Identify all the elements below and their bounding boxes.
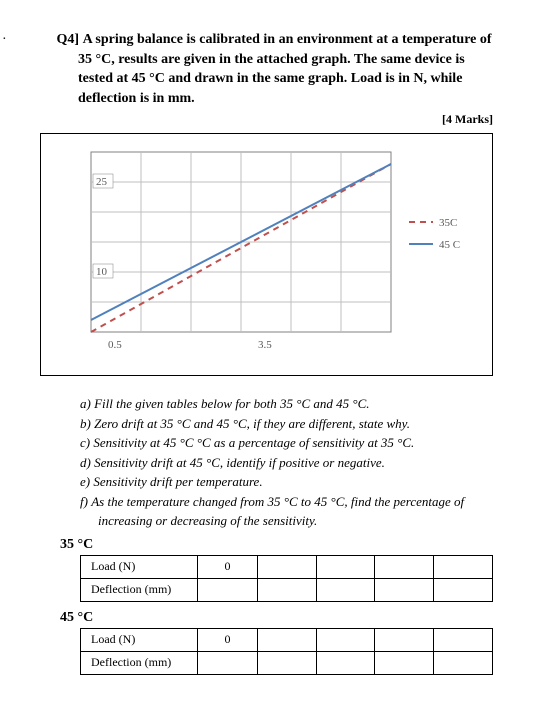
svg-text:3.5: 3.5 [258,339,272,351]
cell [375,628,434,651]
row-label: Load (N) [81,555,198,578]
svg-text:35C: 35C [439,217,457,229]
calibration-chart: 10 25 0.5 3.5 35C 45 C [49,142,489,362]
cell [257,555,316,578]
cell [257,628,316,651]
svg-text:25: 25 [96,176,108,188]
cell [198,651,258,674]
cell [316,628,375,651]
cell [375,578,434,601]
cell [198,578,258,601]
marks-label: [4 Marks] [40,112,493,127]
cell [434,578,493,601]
sub-questions: a) Fill the given tables below for both … [40,394,493,531]
cell [375,555,434,578]
sub-e: e) Sensitivity drift per temperature. [80,472,493,492]
chart-container: 10 25 0.5 3.5 35C 45 C [40,133,493,376]
sub-d: d) Sensitivity drift at 45 °C, identify … [80,453,493,473]
question-number: Q4] [57,32,80,47]
sub-a: a) Fill the given tables below for both … [80,394,493,414]
cell [316,651,375,674]
table-row: Load (N) 0 [81,628,493,651]
sub-c: c) Sensitivity at 45 °C °C as a percenta… [80,433,493,453]
cell [316,578,375,601]
svg-text:0.5: 0.5 [108,339,122,351]
cell [316,555,375,578]
cell [434,651,493,674]
cell [257,651,316,674]
table-45-label: 45 °C [60,610,493,626]
cell [375,651,434,674]
cell [257,578,316,601]
cell: 0 [198,555,258,578]
table-row: Load (N) 0 [81,555,493,578]
svg-text:10: 10 [96,266,108,278]
question-header: · Q4] A spring balance is calibrated in … [40,30,493,108]
bullet: · [40,30,46,50]
sub-b: b) Zero drift at 35 °C and 45 °C, if the… [80,414,493,434]
row-label: Deflection (mm) [81,651,198,674]
table-45: Load (N) 0 Deflection (mm) [80,628,493,675]
cell [434,628,493,651]
table-row: Deflection (mm) [81,578,493,601]
question-text: A spring balance is calibrated in an env… [78,32,492,106]
svg-text:45 C: 45 C [439,239,460,251]
cell [434,555,493,578]
row-label: Load (N) [81,628,198,651]
sub-f: f) As the temperature changed from 35 °C… [80,492,493,531]
row-label: Deflection (mm) [81,578,198,601]
cell: 0 [198,628,258,651]
table-35: Load (N) 0 Deflection (mm) [80,555,493,602]
table-35-label: 35 °C [60,537,493,553]
table-row: Deflection (mm) [81,651,493,674]
